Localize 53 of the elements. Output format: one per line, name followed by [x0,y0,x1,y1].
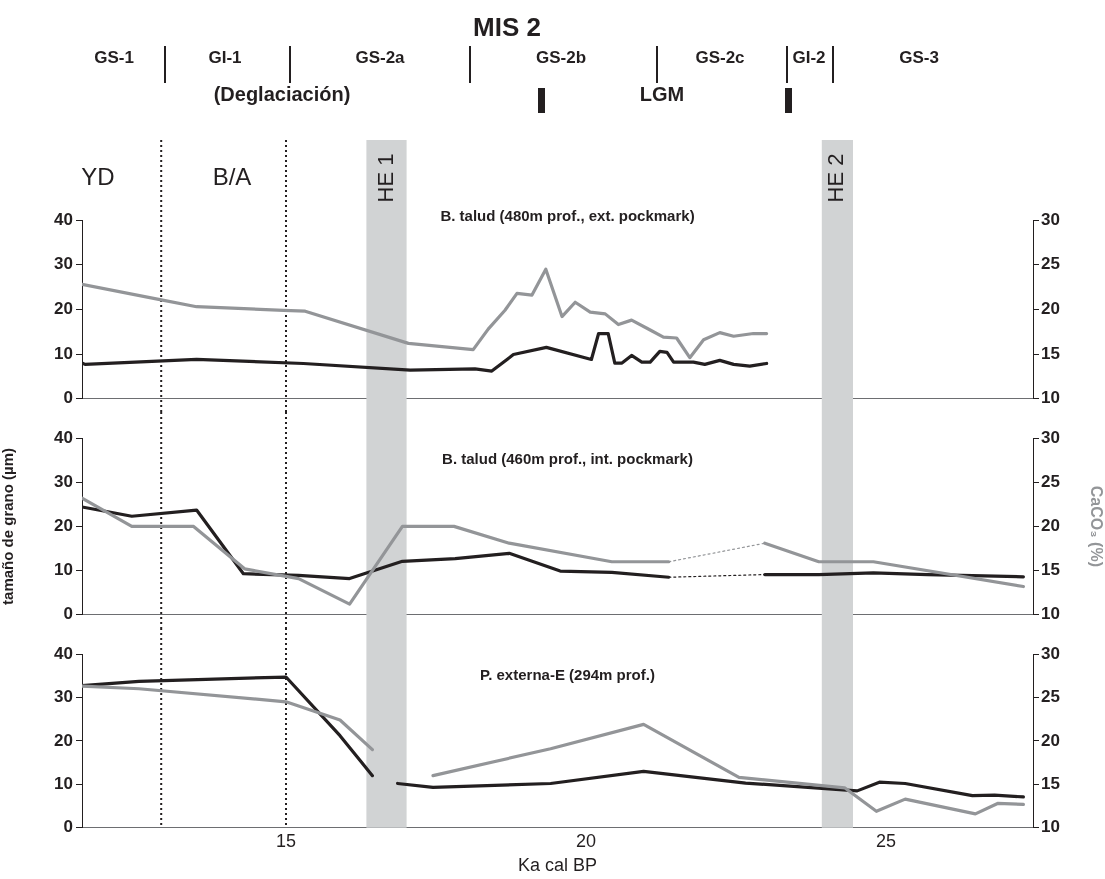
y2-tick-label: 10 [1041,388,1060,408]
text: P. externa-E (294m prof.) [480,666,655,684]
text: GS-1 [94,48,134,68]
text: GS-2a [355,48,405,68]
y2-tick-label: 30 [1041,643,1060,663]
y2-tick-label: 25 [1041,254,1060,274]
y-tick-label: 0 [63,817,73,837]
y-tick-label: 20 [54,299,73,319]
y-tick-label: 40 [54,643,73,663]
text: GI-2 [792,48,826,68]
y-tick-label: 30 [54,471,73,491]
text: GS-2b [535,48,587,68]
y2-tick-label: 10 [1041,604,1060,624]
y2-tick-label: 10 [1041,817,1060,837]
y2-tick-label: 25 [1041,687,1060,707]
band-label: HE 1 [372,153,398,203]
y-tick-label: 30 [54,687,73,707]
y2-axis-title: CaCO₃ (%) [1087,485,1105,567]
y-tick-label: 0 [63,604,73,624]
text: B. talud (460m prof., int. pockmark) [442,450,693,468]
y2-tick-label: 25 [1041,471,1060,491]
y-tick-label: 20 [54,730,73,750]
y-tick-label: 40 [54,209,73,229]
y-tick-label: 10 [54,560,73,580]
y2-tick-label: 20 [1041,516,1060,536]
text: B/A [212,162,252,190]
y2-tick-label: 20 [1041,730,1060,750]
x-tick-label: 20 [575,830,597,851]
y2-tick-label: 30 [1041,427,1060,447]
text: (Deglaciación) [213,83,351,106]
text: MIS 2 [473,12,541,43]
text: LGM [639,83,685,106]
y-tick-label: 30 [54,254,73,274]
x-tick-label: 15 [275,830,297,851]
text: GS-2c [695,48,745,68]
y-tick-label: 20 [54,516,73,536]
text: YD [81,162,115,190]
y-tick-label: 40 [54,427,73,447]
y2-tick-label: 20 [1041,299,1060,319]
x-axis-title: Ka cal BP [517,855,598,876]
y-tick-label: 10 [54,343,73,363]
band-label: HE 2 [823,153,849,203]
chart-title: B. talud (480m prof., ext. pockmark) [440,207,695,225]
y2-tick-label: 30 [1041,209,1060,229]
y-tick-label: 10 [54,774,73,794]
y-axis-title: tamaño de grano (µm) [0,447,17,605]
text: GI-1 [208,48,242,68]
text: GS-3 [899,48,939,68]
x-tick-label: 25 [875,830,897,851]
y2-tick-label: 15 [1041,560,1060,580]
y2-tick-label: 15 [1041,774,1060,794]
y2-tick-label: 15 [1041,343,1060,363]
y-tick-label: 0 [63,388,73,408]
